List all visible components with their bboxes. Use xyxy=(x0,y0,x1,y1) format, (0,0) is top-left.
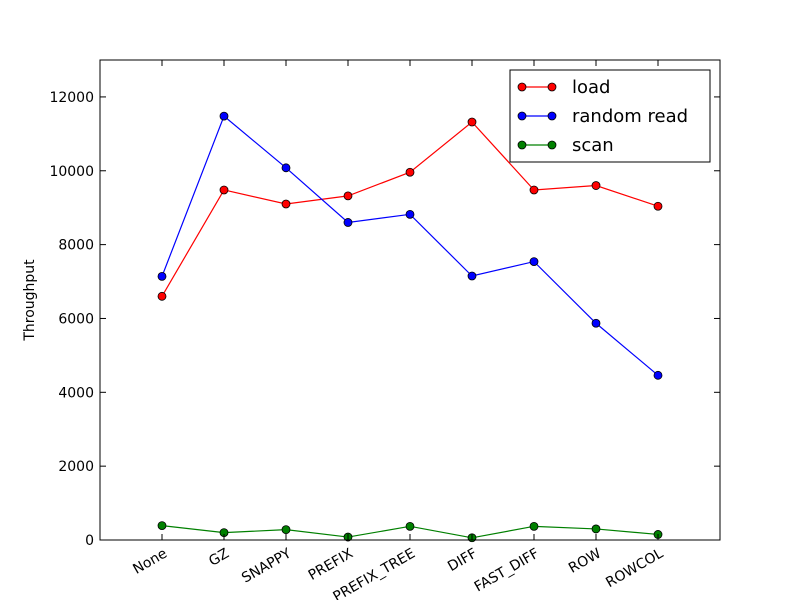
data-point-load xyxy=(157,291,167,301)
legend: load random read scan xyxy=(509,69,711,163)
data-point-scan xyxy=(281,525,291,535)
legend-marker-scan xyxy=(547,140,557,150)
data-point-load xyxy=(281,199,291,209)
x-tick-label: PREFIX xyxy=(306,545,357,583)
x-tick-label: DIFF xyxy=(445,546,480,575)
legend-label-scan: scan xyxy=(572,135,614,156)
data-point-load xyxy=(653,201,663,211)
y-tick-label: 6000 xyxy=(58,311,94,327)
x-tick-label: None xyxy=(130,546,170,578)
legend-label-load: load xyxy=(572,77,610,98)
data-point-random-read xyxy=(591,318,601,328)
legend-marker-scan xyxy=(517,140,527,150)
data-point-random-read xyxy=(157,271,167,281)
legend-marker-random-read xyxy=(547,111,557,121)
data-point-load xyxy=(343,191,353,201)
x-tick-label: ROWCOL xyxy=(603,546,666,592)
data-point-load xyxy=(591,181,601,190)
data-point-scan xyxy=(405,521,415,531)
legend-label-random-read: random read xyxy=(572,106,688,127)
y-tick-label: 10000 xyxy=(49,164,94,180)
x-tick-label: SNAPPY xyxy=(239,545,294,586)
data-point-scan xyxy=(529,521,539,531)
x-tick-label: GZ xyxy=(206,546,232,570)
data-point-load xyxy=(467,117,477,127)
legend-marker-random-read xyxy=(517,111,527,121)
data-point-scan xyxy=(157,521,167,530)
y-tick-label: 8000 xyxy=(58,238,94,254)
data-point-load xyxy=(405,167,415,177)
data-point-random-read xyxy=(281,163,291,173)
data-point-random-read xyxy=(219,111,229,121)
legend-marker-load xyxy=(517,82,527,92)
data-point-random-read xyxy=(467,271,477,281)
x-tick-label: ROW xyxy=(566,546,604,577)
y-axis-label: Throughput xyxy=(22,259,38,342)
data-point-random-read xyxy=(653,370,663,380)
y-tick-label: 0 xyxy=(85,533,94,549)
data-point-random-read xyxy=(343,218,353,227)
data-point-load xyxy=(219,185,229,195)
y-tick-label: 4000 xyxy=(58,385,94,401)
y-tick-label: 12000 xyxy=(49,90,94,106)
plot-area: 0 2000 4000 6000 8000 10000 12000 None GZ SNAPPY P… xyxy=(49,59,721,605)
data-point-scan xyxy=(591,524,601,534)
data-point-random-read xyxy=(529,257,539,267)
x-tick-label: FAST_DIFF xyxy=(472,546,542,596)
data-point-load xyxy=(529,185,539,195)
legend-marker-load xyxy=(547,82,557,92)
data-point-random-read xyxy=(405,209,415,219)
y-tick-label: 2000 xyxy=(58,459,94,475)
